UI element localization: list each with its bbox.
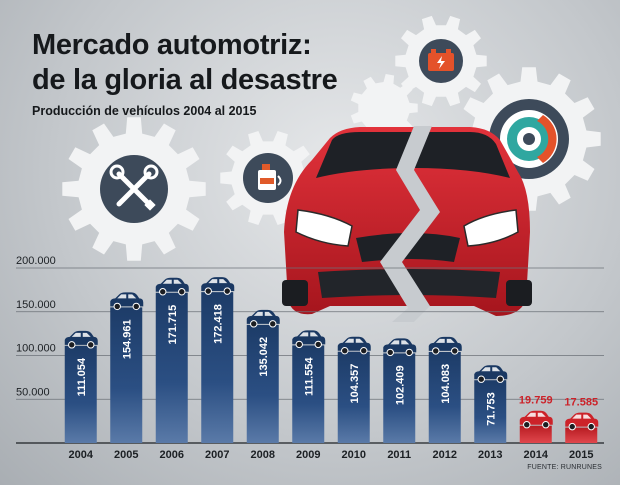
x-tick-label: 2012 <box>433 449 457 461</box>
value-label: 104.083 <box>440 364 452 404</box>
source-note: FUENTE: RUNRUNES <box>527 464 602 471</box>
bar-2006 <box>155 292 188 443</box>
x-tick-label: 2010 <box>342 449 366 461</box>
value-label: 172.418 <box>212 304 224 344</box>
value-label: 171.715 <box>167 305 179 345</box>
y-tick-label: 50.000 <box>16 386 50 398</box>
bar-2008 <box>246 324 279 443</box>
x-tick-label: 2008 <box>251 449 275 461</box>
y-tick-label: 200.000 <box>16 255 56 267</box>
value-label: 17.585 <box>564 397 598 409</box>
x-tick-label: 2009 <box>296 449 320 461</box>
car-icon <box>201 277 235 295</box>
car-icon <box>64 330 98 349</box>
bar-2009 <box>292 345 325 443</box>
x-axis: 2004 2005 2006 2007 2008 2009 2010 2011 2012 2013… <box>69 449 594 461</box>
value-label: 111.054 <box>76 357 88 396</box>
chart-subtitle: Producción de vehículos 2004 al 2015 <box>32 104 257 118</box>
bar-series <box>64 277 599 443</box>
x-tick-label: 2007 <box>205 449 229 461</box>
x-tick-label: 2006 <box>160 449 184 461</box>
x-tick-label: 2015 <box>569 449 593 461</box>
bar-2015 <box>565 427 598 443</box>
car-icon <box>383 338 417 357</box>
title-line-2: de la gloria al desastre <box>32 64 338 96</box>
bar-2010 <box>337 351 370 443</box>
value-label: 154.961 <box>121 319 133 359</box>
car-battery-icon <box>419 39 463 83</box>
x-tick-label: 2011 <box>387 449 411 461</box>
value-labels: 111.054 154.961 171.715 172.418 135.042 111.5… <box>76 304 598 426</box>
bar-2012 <box>428 351 461 443</box>
value-label: 71.753 <box>485 392 497 426</box>
x-tick-label: 2004 <box>69 449 94 461</box>
gear-shape <box>350 74 418 142</box>
bar-2011 <box>383 353 416 443</box>
bar-2013 <box>474 380 507 443</box>
value-label: 111.554 <box>303 357 315 396</box>
title-line-1: Mercado automotriz: <box>32 29 312 61</box>
car-icon <box>428 336 462 355</box>
car-icon <box>565 412 599 431</box>
y-tick-label: 150.000 <box>16 299 56 311</box>
car-icon <box>155 277 189 296</box>
y-tick-label: 100.000 <box>16 343 56 355</box>
car-icon <box>292 330 326 349</box>
x-tick-label: 2014 <box>524 449 549 461</box>
car-icon <box>474 365 508 383</box>
x-tick-label: 2005 <box>114 449 138 461</box>
value-label: 104.357 <box>349 364 361 404</box>
car-icon <box>519 410 553 429</box>
car-icon <box>337 336 371 355</box>
broken-car-illustration <box>282 126 532 322</box>
value-label: 19.759 <box>519 395 553 407</box>
wrench-tools-icon <box>100 155 168 223</box>
bar-2004 <box>64 345 97 443</box>
bar-2005 <box>110 307 143 443</box>
y-axis: 50.000 100.000 150.000 200.000 <box>16 255 56 398</box>
car-icon <box>246 309 280 328</box>
page-title: Mercado automotriz: de la gloria al desa… <box>32 28 338 98</box>
value-label: 135.042 <box>258 337 270 377</box>
car-icon <box>110 292 144 311</box>
x-tick-label: 2013 <box>478 449 502 461</box>
bar-2007 <box>201 292 234 443</box>
value-label: 102.409 <box>394 365 406 405</box>
oil-bottle-icon <box>243 153 293 203</box>
bar-2014 <box>519 425 552 443</box>
